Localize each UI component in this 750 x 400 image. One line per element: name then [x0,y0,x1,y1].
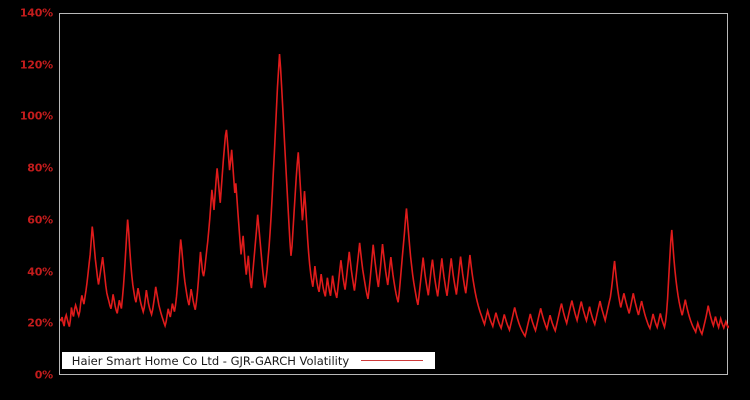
y-tick-label: 20% [27,316,53,330]
y-tick-label: 80% [27,161,53,175]
y-axis: 0% 20% 40% 60% 80% 100% 120% 140% [0,0,59,400]
legend-line-sample [361,360,424,361]
gjr-garch-volatility-line [60,54,729,339]
volatility-series-svg [60,54,729,339]
y-tick-label: 120% [19,58,53,72]
y-tick-label: 100% [19,109,53,123]
y-tick-label: 60% [27,213,53,227]
legend-box: Haier Smart Home Co Ltd - GJR-GARCH Vola… [62,352,435,369]
y-tick-label: 0% [34,368,53,382]
y-tick-label: 40% [27,265,53,279]
y-tick-label: 140% [19,6,53,20]
legend-label: Haier Smart Home Co Ltd - GJR-GARCH Vola… [71,353,350,368]
plot-area [59,13,729,375]
